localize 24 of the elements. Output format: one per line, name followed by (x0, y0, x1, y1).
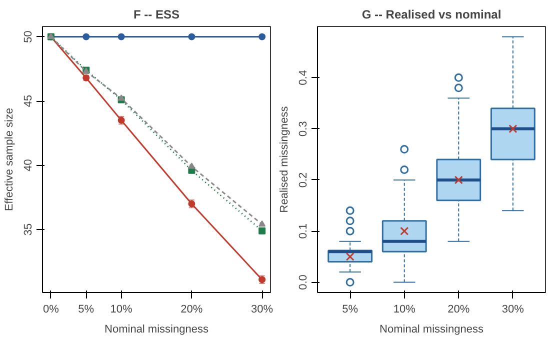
x-axis-title: Nominal missingness (104, 324, 209, 336)
y-tick-label: 0.2 (298, 172, 310, 188)
y-tick-label: 35 (22, 223, 34, 236)
x-tick-label: 30% (251, 304, 274, 316)
x-tick-label: 0% (42, 304, 60, 316)
y-axis-title: Realised missingness (278, 106, 290, 213)
x-tick-label: 20% (448, 304, 470, 316)
y-tick-label: 0.4 (298, 70, 310, 86)
y-tick-label: 50 (22, 30, 34, 43)
y-tick-label: 0.0 (298, 274, 310, 290)
x-tick-label: 5% (342, 304, 358, 316)
y-tick-label: 40 (22, 159, 34, 172)
x-tick-label: 10% (110, 304, 133, 316)
y-axis-title: Effective sample size (4, 108, 16, 212)
y-tick-label: 0.3 (298, 121, 310, 136)
chart-title: F -- ESS (134, 8, 180, 22)
chart-title: G -- Realised vs nominal (362, 8, 502, 22)
y-tick-label: 0.1 (298, 223, 310, 239)
x-axis-title: Nominal missingness (380, 324, 484, 336)
x-tick-label: 5% (78, 304, 94, 316)
x-tick-label: 20% (180, 304, 203, 316)
x-tick-label: 30% (502, 304, 524, 316)
x-tick-label: 10% (393, 304, 416, 316)
y-tick-label: 45 (22, 94, 34, 108)
